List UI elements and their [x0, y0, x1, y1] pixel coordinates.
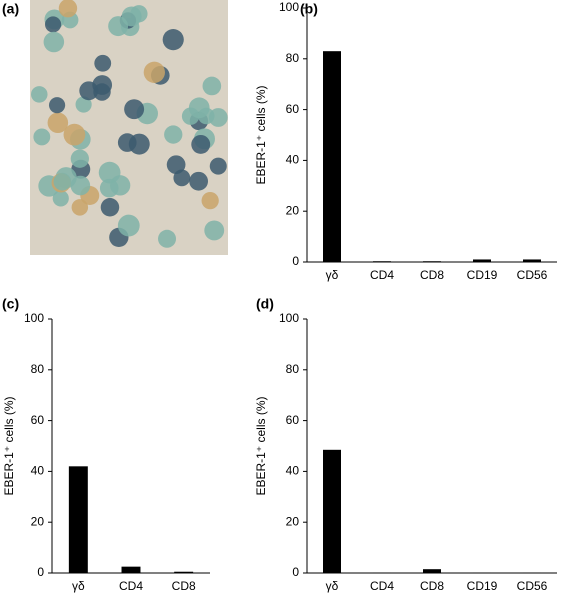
y-tick-label: 100: [24, 311, 44, 325]
x-tick-label: CD19: [467, 268, 498, 282]
cell: [70, 149, 89, 168]
x-tick-label: γδ: [326, 579, 339, 593]
cell: [198, 107, 215, 125]
panel-label: (d): [256, 296, 274, 312]
cell: [75, 96, 92, 113]
y-axis-label: EBER-1⁺ cells (%): [2, 396, 16, 495]
cell: [53, 172, 72, 191]
cell: [124, 99, 145, 120]
y-tick-label: 80: [286, 51, 300, 65]
y-tick-label: 80: [286, 362, 300, 376]
y-tick-label: 100: [279, 0, 299, 14]
cell: [100, 198, 120, 217]
bar: [523, 572, 541, 573]
y-tick-label: 60: [286, 413, 300, 427]
y-tick-label: 20: [31, 514, 45, 528]
bar: [523, 259, 541, 262]
cell: [143, 61, 165, 83]
bar: [473, 259, 491, 262]
cell: [128, 133, 150, 155]
x-tick-label: CD4: [370, 579, 394, 593]
bar: [174, 571, 194, 573]
x-tick-label: CD56: [517, 268, 548, 282]
bar: [473, 572, 491, 573]
y-tick-label: 40: [286, 153, 300, 167]
bar: [323, 449, 341, 573]
cell: [162, 29, 184, 51]
panel-label: (b): [300, 1, 318, 17]
y-tick-label: 40: [31, 464, 45, 478]
cell: [70, 175, 91, 196]
y-tick-label: 0: [292, 254, 299, 268]
y-tick-label: 100: [279, 311, 299, 325]
bar: [121, 566, 141, 573]
cell: [173, 169, 191, 187]
cell: [99, 178, 119, 198]
y-tick-label: 0: [292, 565, 299, 579]
cell: [117, 214, 140, 237]
cell: [121, 6, 142, 27]
y-tick-label: 80: [31, 362, 45, 376]
bar: [323, 51, 341, 263]
cell: [204, 220, 225, 241]
cell: [47, 112, 69, 133]
cell: [94, 54, 112, 72]
panel-label: (a): [2, 1, 19, 17]
bar: [68, 466, 88, 573]
cell: [44, 16, 62, 33]
cell: [33, 128, 51, 146]
y-axis-label: EBER-1⁺ cells (%): [254, 396, 268, 495]
y-tick-label: 60: [286, 102, 300, 116]
x-tick-label: CD4: [370, 268, 394, 282]
y-tick-label: 20: [286, 203, 300, 217]
cell: [202, 76, 222, 96]
micrograph-cells: [31, 0, 228, 248]
bar: [373, 261, 391, 262]
cell: [201, 191, 219, 210]
y-tick-label: 40: [286, 464, 300, 478]
cell: [166, 155, 186, 175]
x-tick-label: CD8: [420, 268, 444, 282]
cell: [209, 157, 227, 175]
x-tick-label: CD8: [420, 579, 444, 593]
cell: [43, 31, 65, 53]
x-tick-label: γδ: [326, 268, 339, 282]
x-tick-label: CD4: [119, 579, 143, 593]
cell: [189, 171, 209, 191]
x-tick-label: γδ: [72, 579, 85, 593]
x-tick-label: CD8: [172, 579, 196, 593]
cell: [92, 75, 113, 95]
y-tick-label: 20: [286, 514, 300, 528]
y-tick-label: 60: [31, 413, 45, 427]
y-axis-label: EBER-1⁺ cells (%): [254, 85, 268, 184]
cell: [58, 0, 78, 18]
bar: [373, 572, 391, 573]
cell: [63, 123, 86, 146]
cell: [31, 86, 48, 103]
x-tick-label: CD56: [517, 579, 548, 593]
bar: [423, 261, 441, 262]
cell: [71, 199, 89, 216]
cell: [52, 190, 69, 207]
cell: [164, 125, 183, 144]
cell: [48, 97, 66, 114]
panel-label: (c): [2, 296, 19, 312]
cell: [158, 229, 177, 248]
bar: [423, 569, 441, 573]
cell: [191, 134, 211, 154]
x-tick-label: CD19: [467, 579, 498, 593]
y-tick-label: 0: [37, 565, 44, 579]
